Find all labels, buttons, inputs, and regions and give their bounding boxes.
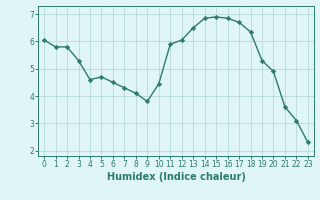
X-axis label: Humidex (Indice chaleur): Humidex (Indice chaleur) <box>107 172 245 182</box>
